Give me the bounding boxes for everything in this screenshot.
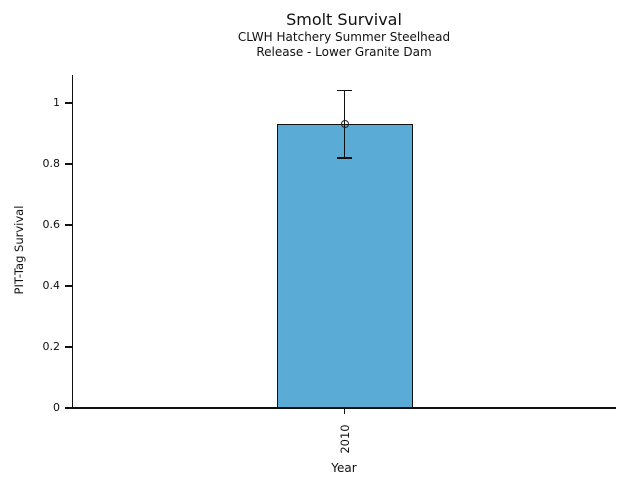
y-tick-mark-0	[65, 407, 72, 409]
x-tick-mark	[343, 408, 346, 414]
bar-2010	[276, 124, 413, 408]
y-tick-mark-0.6	[65, 224, 72, 226]
chart-subtitle-line2: Release - Lower Granite Dam	[256, 45, 432, 59]
chart-subtitle-line1: CLWH Hatchery Summer Steelhead	[237, 30, 451, 44]
y-tick-mark-0.8	[65, 163, 72, 165]
y-tick-mark-0.2	[65, 346, 72, 348]
chart-title: Smolt Survival	[286, 10, 402, 29]
y-tick-label-0.4: 0.4	[42, 279, 61, 292]
y-tick-label-0.2: 0.2	[42, 340, 61, 353]
y-tick-mark-1	[65, 102, 72, 104]
x-tick-label-2010: 2010	[337, 424, 352, 454]
y-axis-label: PIT-Tag Survival	[12, 205, 26, 295]
error-bar-top-cap	[337, 90, 352, 92]
y-tick-label-0.8: 0.8	[42, 157, 61, 170]
y-tick-label-1: 1	[53, 96, 60, 109]
y-tick-mark-0.4	[65, 285, 72, 287]
x-axis-label: Year	[331, 461, 357, 475]
point-estimate-marker	[340, 120, 349, 129]
x-axis-line	[71, 407, 616, 409]
y-axis-line	[71, 75, 73, 409]
y-tick-label-0: 0	[53, 401, 60, 414]
y-tick-label-0.6: 0.6	[42, 218, 61, 231]
error-bar-bottom-cap	[337, 157, 352, 159]
